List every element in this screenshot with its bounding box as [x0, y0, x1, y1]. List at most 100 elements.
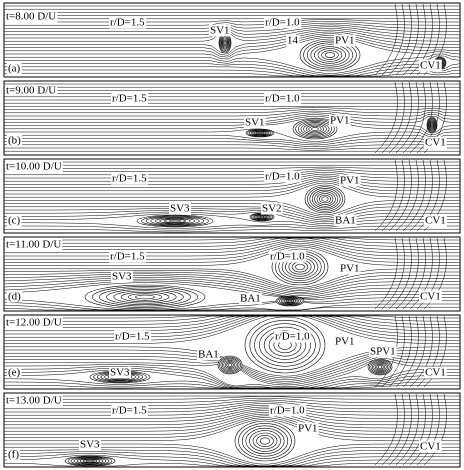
vortex-ring [307, 186, 343, 212]
vortex-ring [370, 360, 390, 374]
streamline [388, 81, 412, 154]
streamline [416, 393, 440, 466]
vortex-core-bg [427, 117, 437, 133]
label-bg [197, 348, 220, 361]
vortex-ring [287, 299, 293, 303]
vortex-ring [221, 37, 229, 49]
streamline [4, 128, 460, 142]
streamline [4, 179, 460, 192]
vortex-label: SV3 [110, 367, 130, 379]
vortex-ring [226, 362, 234, 368]
vortex-ring [316, 193, 334, 205]
vortex-ring [249, 430, 281, 452]
vortex-ring [238, 423, 292, 459]
streamline [4, 211, 460, 224]
panel-letter: (e) [8, 367, 21, 379]
streamline [423, 393, 447, 466]
vortex-label: 14 [287, 35, 299, 47]
streamline [409, 393, 433, 466]
vortex-ring [319, 194, 331, 204]
label-bg [79, 438, 102, 451]
streamline [381, 81, 405, 154]
vortex-label: CV1 [425, 137, 446, 149]
streamline [4, 315, 460, 332]
streamline [416, 237, 440, 310]
streamline [4, 166, 460, 169]
vortex-ring [73, 457, 107, 465]
vortex-ring [150, 216, 200, 226]
streamline [4, 116, 460, 133]
label-bg [169, 202, 192, 215]
streamline [388, 393, 412, 466]
streamline [3, 278, 460, 298]
streamline [4, 28, 460, 39]
vortex-label: PV1 [335, 336, 355, 348]
vortex-ring [321, 50, 339, 60]
vortex-ring [426, 116, 438, 134]
vortex-ring [255, 214, 269, 220]
time-label: t=13.00 D/U [6, 395, 62, 407]
streamline [4, 366, 460, 389]
label-bg [419, 440, 442, 453]
panel-letter: (b) [8, 135, 21, 147]
streamline [4, 213, 460, 226]
radius-label: r/D=1.5 [112, 93, 147, 105]
streamline [4, 222, 460, 229]
vortex-label: SV1 [245, 117, 265, 129]
streamline [4, 144, 460, 149]
streamline [4, 399, 460, 406]
streamline [3, 270, 460, 290]
vortex-ring [70, 456, 110, 466]
vortex-ring [308, 125, 322, 133]
label-bg [424, 136, 447, 149]
radius-label: r/D=1.0 [265, 17, 300, 29]
vortex-ring [311, 189, 339, 209]
vortex-ring [141, 215, 209, 227]
radius-label: r/D=1.5 [112, 173, 147, 185]
streamline [374, 3, 398, 76]
label-bg [424, 214, 447, 227]
streamline [409, 3, 433, 76]
streamline [4, 244, 460, 263]
streamline [381, 3, 405, 76]
radius-label: r/D=1.0 [265, 93, 300, 105]
vortex-ring [135, 294, 155, 300]
label-bg [297, 422, 319, 435]
streamline [4, 55, 461, 76]
streamline [4, 112, 460, 120]
streamline [4, 237, 460, 250]
label-bg [7, 448, 21, 461]
streamline [4, 180, 460, 195]
vortex-ring [224, 361, 236, 369]
streamline [4, 172, 460, 179]
streamline [4, 177, 460, 188]
label-bg [109, 366, 132, 379]
streamline [4, 31, 460, 54]
vortex-core-bg [137, 215, 213, 227]
vortex-ring [430, 123, 434, 127]
radius-label: r/D=1.5 [115, 331, 150, 343]
streamline [423, 237, 447, 310]
vortex-ring [372, 361, 388, 373]
vortex-label: PV1 [298, 423, 318, 435]
vortex-ring [220, 36, 230, 50]
vortex-label: PV1 [340, 175, 360, 187]
streamline [381, 393, 405, 466]
vortex-ring [219, 356, 241, 374]
vortex-ring [76, 458, 104, 464]
vortex-label: PV1 [330, 115, 350, 127]
vortex-ring [106, 289, 184, 305]
streamline [4, 401, 460, 410]
vortex-core-bg [368, 359, 392, 375]
streamline [4, 63, 461, 77]
label-bg [264, 170, 302, 183]
vortex-ring [429, 120, 435, 130]
panel: t=12.00 D/U r/D=1.5 r/D=1.0 PV1 SPV1 BA1 SV3 CV… [3, 314, 461, 390]
streamline [416, 159, 440, 232]
streamline [4, 21, 460, 26]
label-bg [5, 238, 63, 251]
streamline [374, 159, 398, 232]
vortex-ring [300, 122, 330, 136]
vortex-ring [227, 363, 233, 367]
streamline [402, 393, 426, 466]
